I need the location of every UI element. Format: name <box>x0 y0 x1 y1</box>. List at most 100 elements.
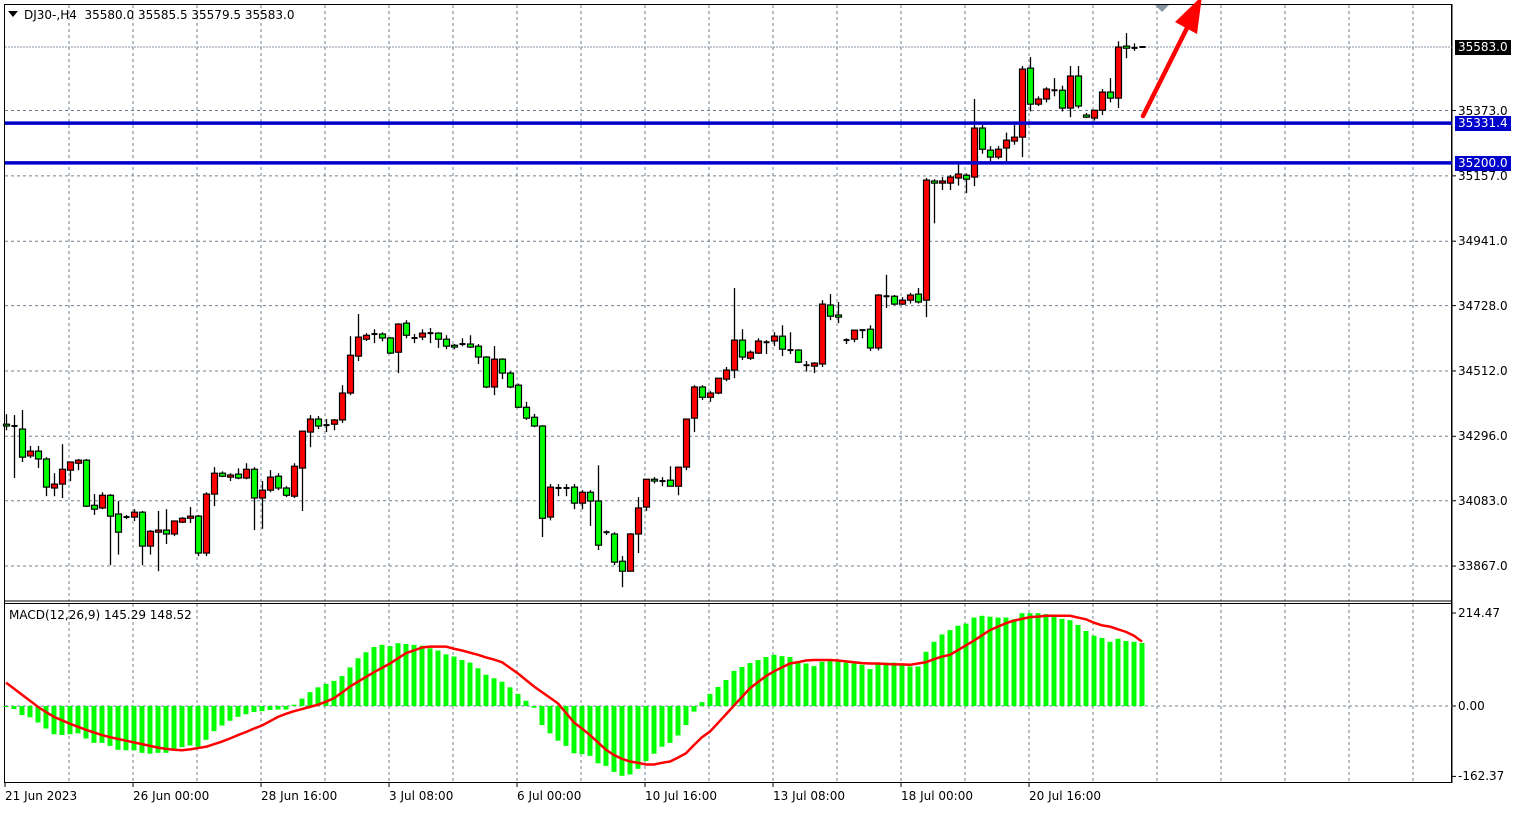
candle-body <box>642 478 651 508</box>
macd-histogram-bar <box>107 706 113 746</box>
macd-histogram-bar <box>619 706 625 776</box>
candle <box>954 164 963 186</box>
candle-body <box>922 179 931 301</box>
macd-value: 145.29 <box>103 608 146 622</box>
candle <box>386 337 395 355</box>
macd-histogram-bar <box>187 706 193 746</box>
candle <box>411 334 418 344</box>
macd-histogram-bar <box>1067 620 1073 706</box>
candle <box>202 492 211 557</box>
macd-histogram-bar <box>571 706 577 754</box>
macd-histogram-bar <box>1035 613 1041 706</box>
candle-body <box>1026 67 1035 105</box>
macd-histogram-bar <box>1019 613 1025 706</box>
candle-body <box>818 303 827 365</box>
candle <box>714 377 723 395</box>
candle <box>1066 66 1075 118</box>
candle <box>338 385 347 423</box>
candle <box>1074 66 1083 109</box>
macd-histogram-bar <box>99 706 105 743</box>
candle <box>354 314 363 361</box>
chart-header: DJ30-,H4 35580.0 35585.5 35579.5 35583.0 <box>8 8 294 22</box>
chart-shift-marker-icon[interactable] <box>1155 5 1169 12</box>
macd-histogram-bar <box>795 660 801 706</box>
macd-axis-label: 214.47 <box>1458 606 1500 620</box>
macd-histogram-bar <box>27 706 33 718</box>
macd-histogram-bar <box>811 666 817 706</box>
candle-body <box>306 418 315 433</box>
candle-body <box>826 304 835 317</box>
candle <box>674 466 683 496</box>
candle <box>946 174 955 191</box>
candle <box>282 486 291 498</box>
candle <box>26 445 35 459</box>
macd-histogram-bar <box>299 698 305 706</box>
macd-axis-label: -162.37 <box>1458 769 1505 784</box>
macd-histogram-bar <box>459 660 465 706</box>
candle-body <box>450 344 459 348</box>
dropdown-triangle-icon[interactable] <box>8 11 18 17</box>
candle-body <box>682 418 691 468</box>
macd-histogram-bar <box>931 641 937 706</box>
candle <box>586 490 595 526</box>
candle-body <box>514 384 523 408</box>
macd-histogram-bar <box>323 683 329 706</box>
macd-histogram-bar <box>427 648 433 706</box>
macd-histogram-bar <box>275 706 281 710</box>
candle-body <box>290 465 299 497</box>
candle <box>666 466 675 487</box>
macd-histogram-bar <box>35 706 41 723</box>
macd-histogram-bar <box>307 692 313 706</box>
macd-histogram-bar <box>587 706 593 756</box>
candle <box>34 445 43 469</box>
candle <box>266 470 275 493</box>
macd-histogram-bar <box>115 706 121 750</box>
macd-histogram-bar <box>1043 614 1049 706</box>
candle-body <box>418 332 427 338</box>
candle-body <box>354 336 363 357</box>
macd-histogram-bar <box>291 704 297 706</box>
candle-body <box>530 416 539 427</box>
candle-body <box>98 494 107 509</box>
candle <box>826 294 835 321</box>
candle <box>290 463 299 498</box>
candle-body <box>626 533 635 572</box>
macd-histogram-bar <box>163 706 169 753</box>
candle-body <box>242 468 251 479</box>
candle <box>770 332 779 347</box>
macd-histogram-bar <box>195 706 201 747</box>
macd-histogram-bar <box>771 654 777 706</box>
candle-body <box>1106 91 1115 99</box>
macd-histogram-bar <box>1075 624 1081 706</box>
candle-body <box>978 127 987 150</box>
candle <box>1002 132 1011 163</box>
candle-body <box>138 511 147 547</box>
candle <box>82 458 91 508</box>
candle <box>418 329 427 341</box>
macd-histogram-bar <box>283 706 289 710</box>
candle-body <box>618 560 627 572</box>
candle <box>154 511 163 572</box>
macd-histogram-bar <box>723 679 729 706</box>
candle <box>530 413 539 428</box>
macd-histogram-bar <box>1115 638 1121 706</box>
candle <box>106 494 115 566</box>
candle-body <box>506 372 515 388</box>
macd-histogram-bar <box>251 706 257 713</box>
candle <box>330 419 339 431</box>
macd-histogram-bar <box>635 706 641 769</box>
macd-histogram-bar <box>387 646 393 706</box>
candle-body <box>162 529 171 535</box>
candle <box>563 484 570 497</box>
macd-histogram-bar <box>739 666 745 706</box>
candle <box>970 99 979 187</box>
candle <box>794 349 803 364</box>
candle <box>746 350 755 361</box>
candle <box>986 146 995 162</box>
candle <box>1122 33 1131 59</box>
candle-body <box>330 419 339 425</box>
candle <box>1010 125 1019 145</box>
candle <box>1090 109 1099 121</box>
candle <box>626 533 635 572</box>
